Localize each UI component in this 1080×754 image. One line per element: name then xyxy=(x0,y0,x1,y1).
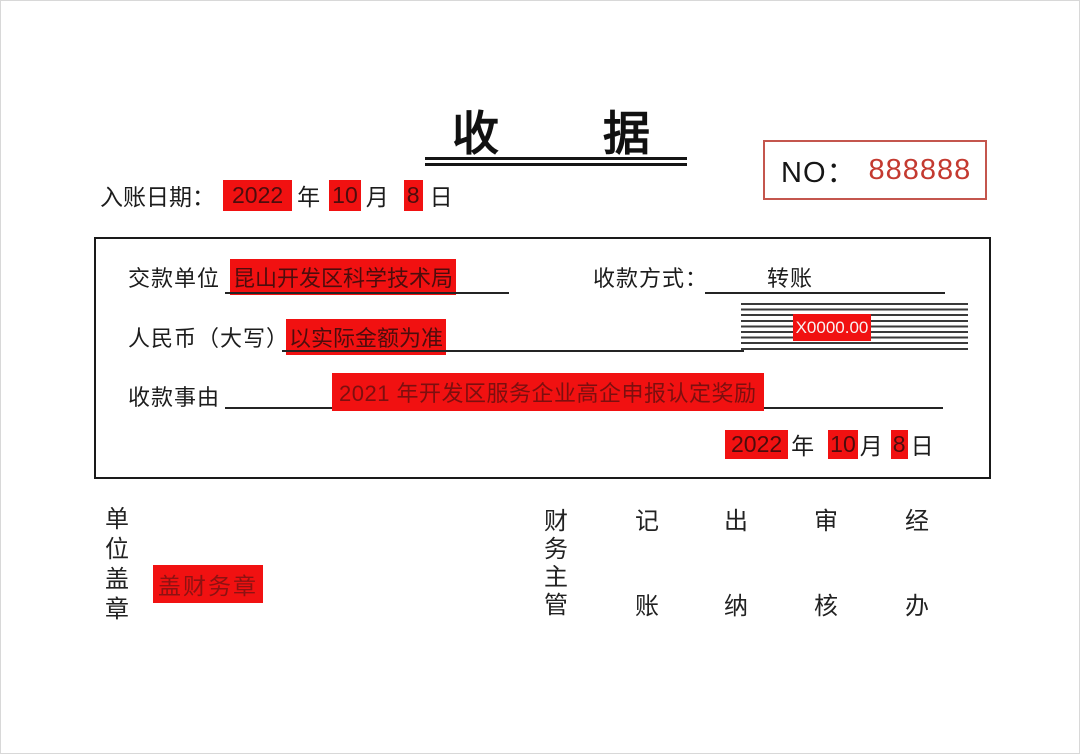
finance-supervisor-char: 管 xyxy=(544,592,568,619)
entry-date-month-unit: 月 xyxy=(365,184,389,210)
bookkeeping-char: 记 xyxy=(635,508,659,535)
finance-supervisor-label: 财 务 主 管 xyxy=(544,509,568,618)
finance-supervisor-char: 主 xyxy=(544,564,568,591)
receipt-date-year-highlight: 2022 xyxy=(725,429,789,459)
amount-words-underline xyxy=(282,350,744,352)
receipt-date-month-unit: 月 xyxy=(859,433,883,459)
receipt-body-box: 交款单位 昆山开发区科学技术局 收款方式： 转账 X0000.00 人民币（大写… xyxy=(94,237,991,479)
cashier-label: 出 纳 xyxy=(724,509,748,619)
bookkeeping-char: 账 xyxy=(635,593,659,620)
title-double-underline xyxy=(425,157,687,166)
method-label: 收款方式： xyxy=(593,266,709,291)
unit-seal-char: 单 xyxy=(105,506,129,533)
payer-underline xyxy=(225,292,509,294)
bookkeeping-label: 记 账 xyxy=(635,509,659,619)
entry-date-year-highlight: 2022 xyxy=(223,179,293,211)
finance-supervisor-char: 务 xyxy=(544,536,568,563)
amount-words-label: 人民币（大写） xyxy=(128,326,290,351)
page-title-char-1: 收 xyxy=(452,107,499,162)
handler-label: 经 办 xyxy=(905,509,929,619)
page-title-char-2: 据 xyxy=(603,107,650,162)
receipt-number-box: NO： 888888 xyxy=(763,140,987,200)
receipt-date-month-highlight: 10 xyxy=(828,429,858,459)
receipt-date-day-unit: 日 xyxy=(910,433,934,459)
reason-value-highlight: 2021 年开发区服务企业高企申报认定奖励 xyxy=(332,373,764,411)
receipt-number-label: NO： xyxy=(781,157,857,189)
finance-supervisor-char: 财 xyxy=(544,508,568,535)
audit-label: 审 核 xyxy=(814,509,838,619)
unit-seal-char: 盖 xyxy=(105,566,129,593)
cashier-char: 纳 xyxy=(724,593,748,620)
payer-value-highlight: 昆山开发区科学技术局 xyxy=(230,259,457,295)
amount-words-highlight: 以实际金额为准 xyxy=(286,319,447,355)
unit-seal-label: 单 位 盖 章 xyxy=(105,507,129,622)
payer-label: 交款单位 xyxy=(128,266,221,291)
unit-seal-char: 章 xyxy=(105,596,129,623)
entry-date-year-unit: 年 xyxy=(297,184,321,210)
audit-char: 审 xyxy=(814,508,838,535)
handler-char: 办 xyxy=(905,593,929,620)
receipt-number-value: 888888 xyxy=(868,153,972,186)
entry-date-label: 入账日期： xyxy=(100,184,215,210)
receipt-date-day-highlight: 8 xyxy=(890,429,908,459)
entry-date-day-highlight: 8 xyxy=(403,179,423,211)
reason-label: 收款事由 xyxy=(128,385,221,410)
entry-date-day-unit: 日 xyxy=(429,184,453,210)
receipt-date-line: 2022 年 10 月 8 日 xyxy=(725,427,939,461)
entry-date-line: 入账日期： 2022 年 10 月 8 日 xyxy=(100,178,458,212)
method-underline xyxy=(705,292,945,294)
audit-char: 核 xyxy=(814,593,838,620)
unit-seal-char: 位 xyxy=(105,536,129,563)
cashier-char: 出 xyxy=(724,508,748,535)
amount-figure-highlight: X0000.00 xyxy=(793,314,871,341)
entry-date-month-highlight: 10 xyxy=(329,179,361,211)
method-value: 转账 xyxy=(767,266,814,291)
handler-char: 经 xyxy=(905,508,929,535)
stamp-note-highlight: 盖财务章 xyxy=(153,565,263,603)
receipt-date-year-unit: 年 xyxy=(791,433,815,459)
